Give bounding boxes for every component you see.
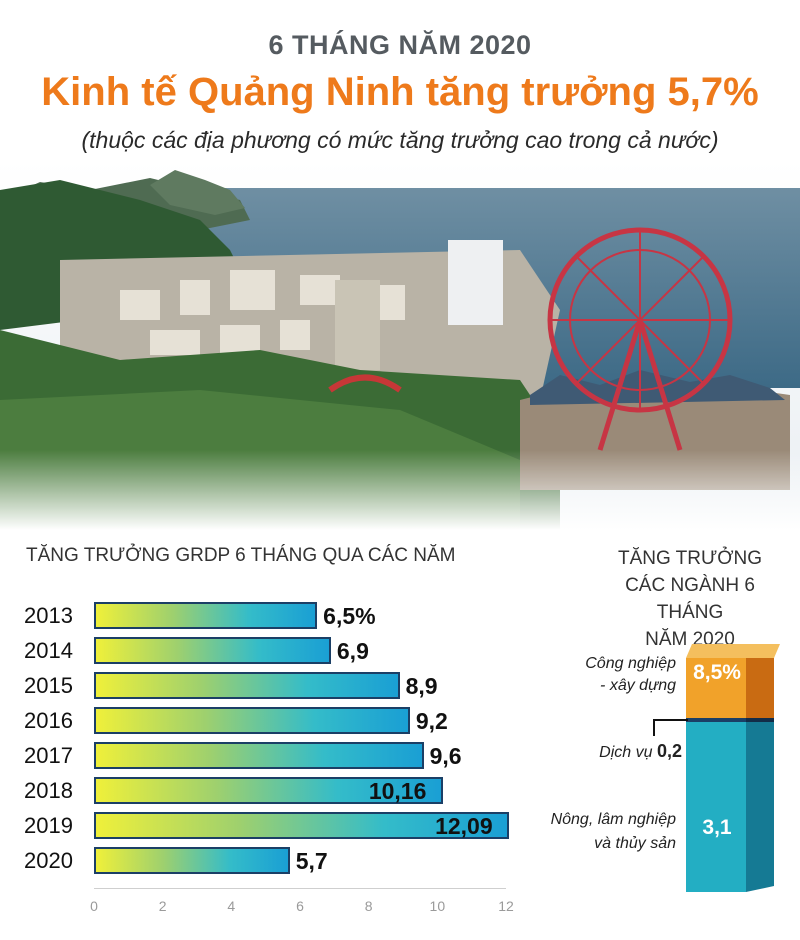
year-label-2013: 2013 xyxy=(24,603,73,628)
page-title: Kinh tế Quảng Ninh tăng trưởng 5,7% xyxy=(41,70,759,114)
sector-title-line-2: CÁC NGÀNH 6 THÁNG xyxy=(625,575,755,623)
segment-service-value: 0,2 xyxy=(656,741,682,761)
x-tick-8: 8 xyxy=(364,898,373,914)
bar-2020 xyxy=(94,847,290,874)
year-label-2014: 2014 xyxy=(24,638,73,663)
segment-industry-label-line-2: - xây dựng xyxy=(600,677,676,694)
bar-value-2014: 6,9 xyxy=(336,638,369,664)
segment-agriculture-label-line-1: Nông, lâm nghiệp xyxy=(550,811,676,828)
segment-agriculture-value: 3,1 xyxy=(702,816,732,839)
year-label-2020: 2020 xyxy=(24,848,73,873)
bar-value-2017: 9,6 xyxy=(429,743,462,769)
segment-industry-label-line-1: Công nghiệp xyxy=(585,655,676,672)
year-label-2015: 2015 xyxy=(24,673,73,698)
x-axis-line xyxy=(94,888,506,889)
bar-value-2020: 5,7 xyxy=(295,848,328,874)
segment-agriculture-side xyxy=(746,722,774,892)
bar-value-2016: 9,2 xyxy=(415,708,448,734)
segment-service-label: Dịch vụ 0,2 xyxy=(560,741,682,762)
bar-value-2015: 8,9 xyxy=(405,673,438,699)
year-label-2017: 2017 xyxy=(24,743,73,768)
x-tick-2: 2 xyxy=(158,898,167,914)
bar-value-2018: 10,16 xyxy=(368,778,427,804)
bar-2018 xyxy=(94,777,443,804)
bar-value-2019: 12,09 xyxy=(435,813,493,839)
segment-agriculture-front xyxy=(686,722,746,892)
year-label-2019: 2019 xyxy=(24,813,73,838)
bar-value-2013: 6,5% xyxy=(323,603,376,629)
service-leader-line xyxy=(653,719,688,736)
kicker: 6 THÁNG NĂM 2020 xyxy=(268,30,532,60)
segment-industry-side xyxy=(746,658,774,718)
bar-2014 xyxy=(94,637,331,664)
sector-chart-title: TĂNG TRƯỞNG CÁC NGÀNH 6 THÁNG NĂM 2020 xyxy=(590,545,790,653)
sector-stacked-bar xyxy=(686,644,780,892)
city-aerial-illustration xyxy=(0,160,800,530)
segment-industry-value: 8,5% xyxy=(693,661,741,684)
year-label-2016: 2016 xyxy=(24,708,73,733)
bar-2015 xyxy=(94,672,400,699)
segment-agriculture-label-line-2: và thủy sản xyxy=(594,835,676,852)
header: 6 THÁNG NĂM 2020 Kinh tế Quảng Ninh tăng… xyxy=(0,0,800,170)
x-tick-12: 12 xyxy=(498,898,514,914)
bar-2019 xyxy=(94,812,510,839)
bar-2013 xyxy=(94,602,318,629)
x-tick-6: 6 xyxy=(296,898,304,914)
segment-service-side xyxy=(746,718,774,722)
segment-service-label-text: Dịch vụ xyxy=(599,744,653,761)
x-tick-10: 10 xyxy=(429,898,446,914)
sector-title-line-1: TĂNG TRƯỞNG xyxy=(617,548,763,569)
bar-2016 xyxy=(94,707,410,734)
segment-service-front xyxy=(686,718,746,722)
grdp-chart-title: TĂNG TRƯỞNG GRDP 6 THÁNG QUA CÁC NĂM xyxy=(26,545,456,566)
subtitle: (thuộc các địa phương có mức tăng trưởng… xyxy=(81,127,719,153)
bar-2017 xyxy=(94,742,424,769)
x-tick-0: 0 xyxy=(90,898,98,914)
segment-industry-front xyxy=(686,658,746,718)
segment-industry-label: Công nghiệp - xây dựng xyxy=(540,653,676,697)
x-tick-4: 4 xyxy=(227,898,236,914)
segment-agriculture-label: Nông, lâm nghiệp và thủy sản xyxy=(520,808,676,856)
stack-top-face xyxy=(686,644,780,658)
year-label-2018: 2018 xyxy=(24,778,73,803)
